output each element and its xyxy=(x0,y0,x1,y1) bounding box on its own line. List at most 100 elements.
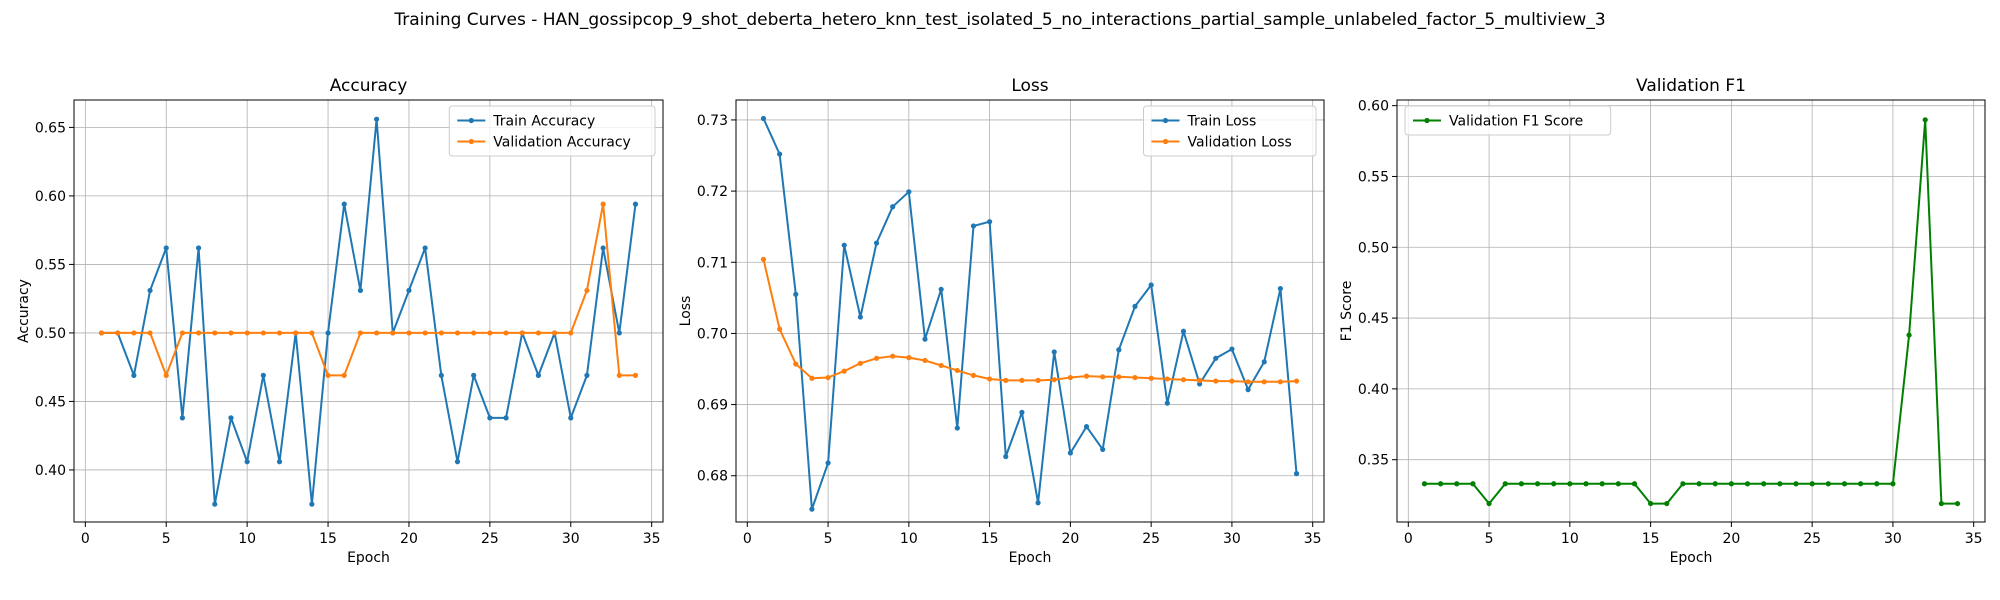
data-point xyxy=(1245,379,1251,385)
data-point xyxy=(632,372,639,378)
x-tick-label: 0 xyxy=(743,531,752,547)
legend-box xyxy=(1404,105,1612,136)
data-point xyxy=(1648,500,1654,507)
data-point xyxy=(1277,285,1283,292)
series-line xyxy=(762,259,1297,383)
data-point xyxy=(1035,500,1041,506)
data-point xyxy=(568,330,574,336)
data-point xyxy=(841,242,847,248)
legend-marker xyxy=(1424,117,1430,124)
plot-frame xyxy=(73,99,664,523)
data-point xyxy=(503,415,509,421)
chart-title: Accuracy xyxy=(330,76,408,96)
data-point xyxy=(1083,373,1090,379)
data-point xyxy=(1293,471,1300,477)
y-tick-label: 0.65 xyxy=(35,120,66,136)
x-tick-label: 5 xyxy=(162,531,171,547)
data-point xyxy=(1809,481,1815,487)
data-point xyxy=(195,330,202,336)
y-tick-label: 0.68 xyxy=(697,469,728,485)
plot-frame xyxy=(1396,99,1986,523)
chart-title: Loss xyxy=(1011,76,1048,96)
series-line xyxy=(762,118,1298,511)
y-tick-label: 0.35 xyxy=(1358,453,1389,469)
data-point xyxy=(551,330,558,336)
legend-marker xyxy=(1162,117,1169,124)
legend-marker xyxy=(468,138,474,145)
data-point xyxy=(1197,381,1203,387)
data-point xyxy=(390,330,396,336)
data-point xyxy=(1116,374,1122,380)
data-point xyxy=(809,375,815,381)
data-point xyxy=(1229,346,1235,352)
data-point xyxy=(1051,377,1057,383)
x-tick-label: 10 xyxy=(900,531,918,547)
data-point xyxy=(1761,481,1767,487)
data-point xyxy=(228,330,234,336)
data-point xyxy=(147,287,153,294)
x-tick-label: 30 xyxy=(1884,531,1902,547)
data-point xyxy=(1599,481,1605,487)
loss-chart: Loss 0 5 10 15 20 25 30 35 0.68 0.69 0.70 0.71 0.72 0.… xyxy=(678,76,1325,566)
data-point xyxy=(1631,481,1638,487)
data-point xyxy=(760,256,767,263)
data-point xyxy=(793,291,799,297)
y-tick-label: 0.60 xyxy=(35,189,66,205)
data-point xyxy=(1229,378,1235,384)
data-point xyxy=(1132,374,1138,381)
x-tick-label: 25 xyxy=(1803,531,1821,547)
data-point xyxy=(1261,359,1267,365)
data-point xyxy=(535,372,542,378)
data-point xyxy=(1615,481,1621,487)
data-point xyxy=(1051,349,1057,355)
data-point xyxy=(179,415,186,421)
x-tick-label: 30 xyxy=(562,531,580,547)
data-point xyxy=(325,372,331,378)
data-point xyxy=(341,372,347,378)
data-point xyxy=(1874,481,1880,487)
data-point xyxy=(616,372,622,378)
data-point xyxy=(519,330,525,336)
legend: Train Accuracy Validation Accuracy xyxy=(448,105,656,157)
data-point xyxy=(1148,282,1154,288)
y-axis-label: F1 Score xyxy=(1339,281,1355,342)
x-tick-label: 0 xyxy=(1404,531,1413,547)
data-point xyxy=(1067,450,1073,456)
data-point xyxy=(922,336,928,342)
x-tick-label: 25 xyxy=(1142,531,1160,547)
data-point xyxy=(1551,481,1557,487)
data-point xyxy=(793,361,799,367)
data-point xyxy=(179,330,186,336)
data-point xyxy=(228,415,234,421)
data-point xyxy=(1197,377,1203,383)
legend-marker xyxy=(1162,138,1169,145)
y-tick-label: 0.69 xyxy=(697,398,728,414)
accuracy-chart: Accuracy 0 5 10 15 20 25 30 35 0.40 0.45 0.50 0.55 0.… xyxy=(16,76,664,566)
data-point xyxy=(1019,377,1025,383)
legend: Train Loss Validation Loss xyxy=(1143,105,1317,157)
data-point xyxy=(1841,481,1848,487)
data-point xyxy=(357,330,364,336)
data-point xyxy=(325,330,331,336)
legend-label: Validation F1 Score xyxy=(1449,114,1583,130)
x-tick-label: 5 xyxy=(1485,531,1494,547)
data-point xyxy=(922,357,928,364)
data-point xyxy=(487,330,493,336)
data-point xyxy=(1728,481,1734,487)
series-line xyxy=(101,203,636,377)
data-point xyxy=(857,360,863,366)
data-point xyxy=(1938,500,1944,507)
plot-frame xyxy=(735,99,1325,523)
data-point xyxy=(906,355,912,361)
x-tick-label: 20 xyxy=(1061,531,1079,547)
data-point xyxy=(373,116,380,122)
data-point xyxy=(857,314,863,320)
data-point xyxy=(471,372,477,378)
data-point xyxy=(1100,374,1106,380)
data-point xyxy=(616,330,622,336)
data-point xyxy=(276,459,283,465)
x-tick-label: 35 xyxy=(1965,531,1983,547)
data-point xyxy=(987,219,993,225)
data-point xyxy=(1858,481,1864,487)
data-point xyxy=(1534,481,1541,487)
